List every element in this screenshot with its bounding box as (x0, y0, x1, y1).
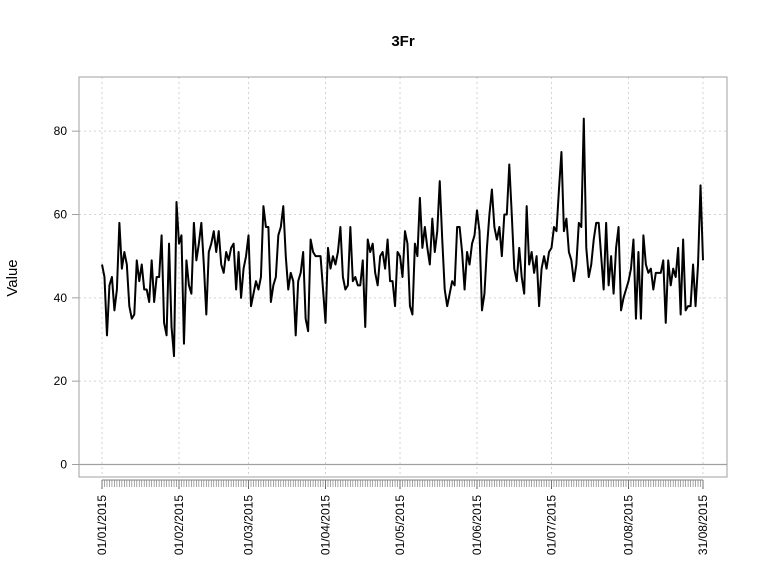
x-tick-label-0: 01/01/2015 (95, 495, 109, 555)
x-axis: 01/01/2015 01/02/2015 01/03/2015 01/04/2015… (95, 479, 710, 555)
y-tick-label-3: 60 (54, 208, 68, 222)
x-axis-minor-ticks (101, 480, 704, 487)
y-tick-label-0: 0 (60, 458, 67, 472)
x-tick-label-7: 01/08/2015 (621, 495, 635, 555)
x-tick-label-6: 01/07/2015 (545, 495, 559, 555)
y-axis-label: Value (4, 259, 21, 296)
x-tick-label-3: 01/04/2015 (319, 495, 333, 555)
y-tick-label-4: 80 (54, 124, 68, 138)
plot-area-border (78, 76, 728, 478)
y-axis: 0 20 40 60 80 (54, 124, 79, 472)
y-tick-label-2: 40 (54, 291, 68, 305)
y-tick-label-1: 20 (54, 374, 68, 388)
series-line (101, 117, 704, 358)
chart-title: 3Fr (391, 33, 415, 50)
x-tick-label-5: 01/06/2015 (470, 495, 484, 555)
x-tick-label-1: 01/02/2015 (172, 495, 186, 555)
x-tick-label-4: 01/05/2015 (393, 495, 407, 555)
x-tick-label-8: 31/08/2015 (696, 495, 710, 555)
x-tick-label-2: 01/03/2015 (242, 495, 256, 555)
